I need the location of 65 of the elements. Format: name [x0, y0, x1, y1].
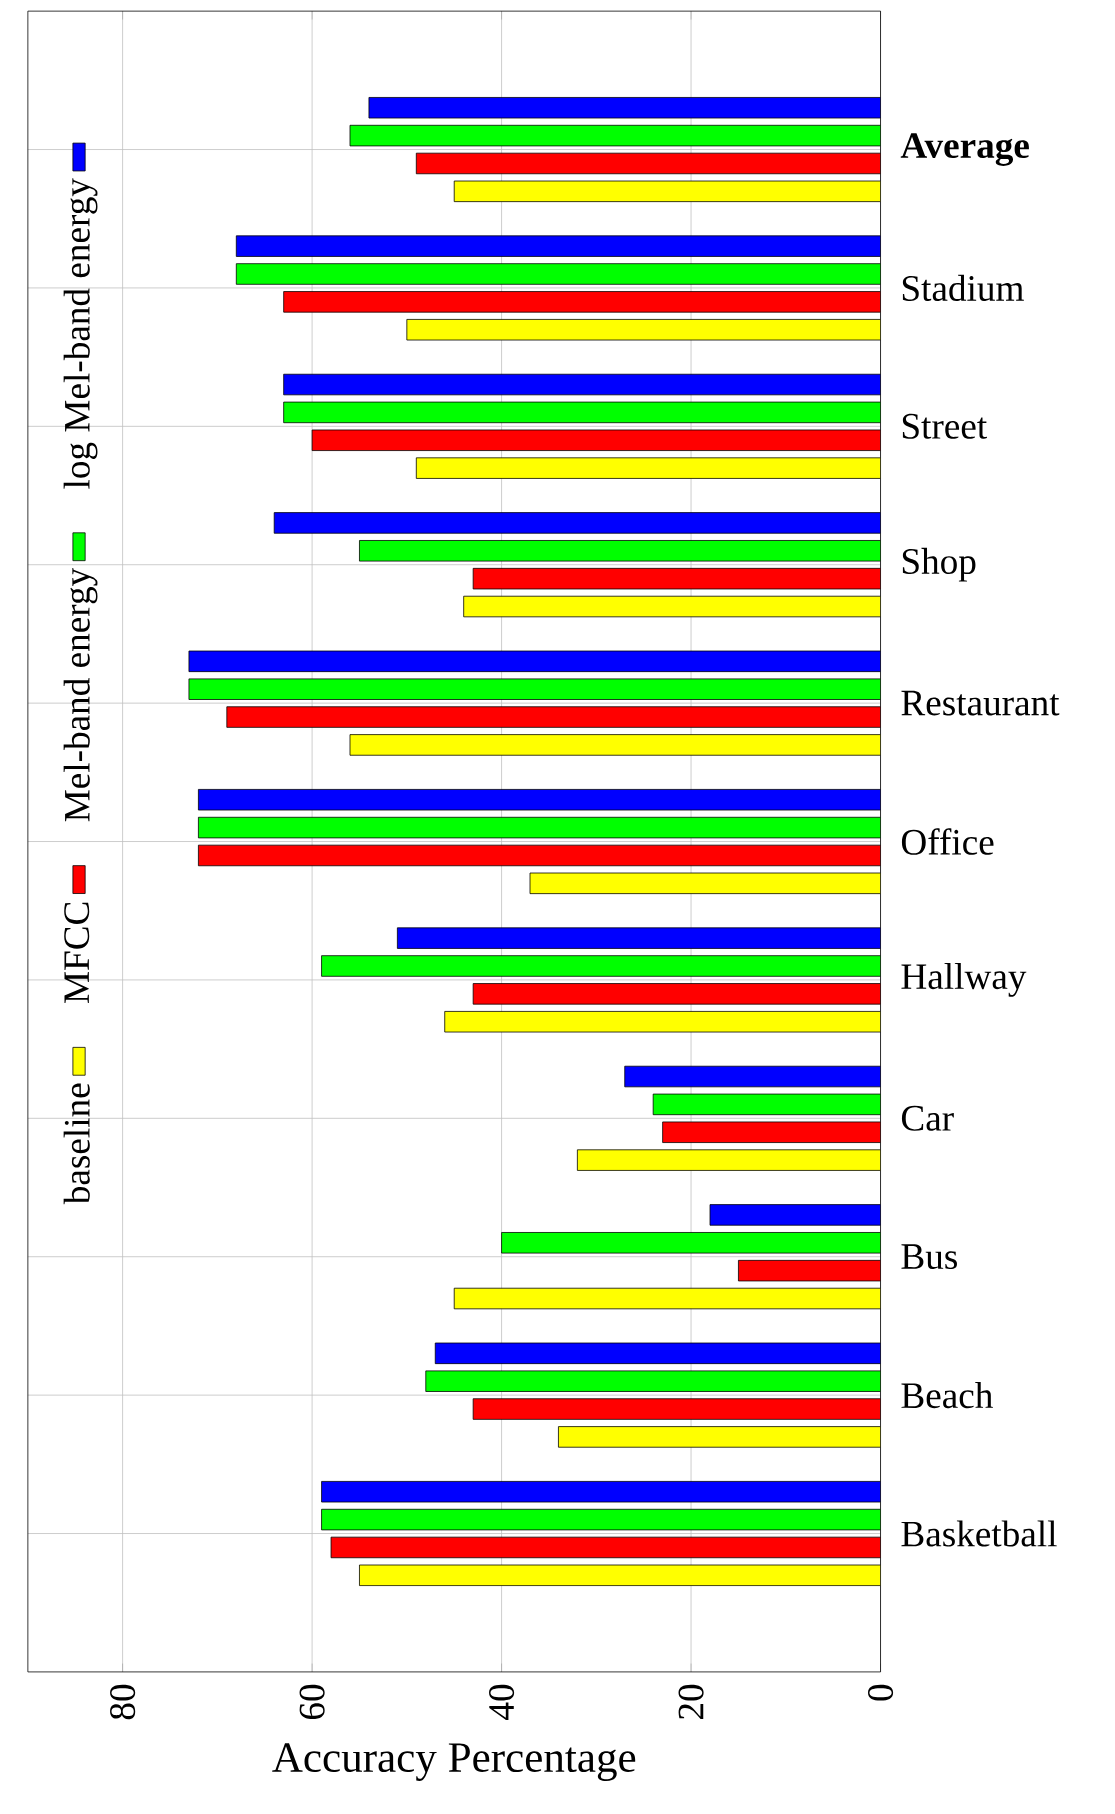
bar: [738, 1259, 881, 1282]
bar: [359, 540, 881, 562]
y-tick-label: Restaurant: [901, 690, 1060, 716]
bar: [321, 1481, 881, 1503]
bar: [349, 734, 881, 756]
bar: [416, 457, 881, 479]
bar: [624, 1065, 881, 1088]
legend-label: Mel-band energy: [63, 567, 98, 822]
bar: [454, 1287, 881, 1310]
bar: [444, 1011, 881, 1033]
bar: [226, 706, 881, 728]
bar: [349, 124, 881, 147]
bar: [529, 872, 881, 895]
bar: [368, 97, 881, 119]
bar: [321, 955, 881, 977]
y-tick-label: Car: [902, 1105, 954, 1131]
bar: [709, 1204, 881, 1226]
bar: [652, 1093, 881, 1116]
y-tick-label: Street: [903, 413, 988, 439]
bar: [188, 650, 881, 673]
bar: [274, 512, 881, 534]
x-tick-label: 40: [489, 1684, 515, 1720]
x-axis-title: Accuracy Percentage: [272, 1743, 636, 1781]
bar: [397, 927, 881, 949]
y-tick-label: Shop: [903, 547, 976, 582]
bar: [558, 1426, 881, 1448]
bar: [406, 319, 881, 341]
bar: [198, 844, 881, 867]
bar: [425, 1370, 881, 1392]
bar: [236, 263, 881, 285]
bar: [662, 1121, 881, 1143]
bar: [283, 373, 881, 396]
bar: [330, 1536, 881, 1559]
bar: [198, 816, 881, 839]
y-tick-label: Office: [902, 828, 994, 855]
y-tick-label: Average: [900, 133, 1030, 166]
legend-label: baseline: [63, 1083, 90, 1205]
bar: [472, 567, 881, 590]
bar: [359, 1564, 881, 1587]
bar: [321, 1508, 881, 1531]
y-tick-label: Hallway: [901, 963, 1027, 997]
y-tick-label: Stadium: [903, 274, 1025, 302]
legend-label: MFCC: [64, 902, 90, 1003]
bar: [188, 678, 881, 700]
bar: [463, 595, 881, 618]
y-tick-label: Bus: [901, 1244, 958, 1270]
bar: [472, 983, 881, 1005]
bar: [501, 1232, 881, 1254]
bar: [198, 789, 881, 811]
bar: [236, 235, 881, 257]
bar: [311, 429, 881, 451]
bar: [283, 401, 881, 424]
x-tick-label: 20: [678, 1684, 704, 1719]
legend-label: log Mel-band energy: [63, 178, 98, 489]
y-tick-label: Basketball: [901, 1520, 1057, 1547]
y-tick-label: Beach: [901, 1382, 994, 1409]
bar: [454, 180, 881, 203]
bar: [283, 291, 881, 313]
bar: [472, 1398, 881, 1420]
bar: [435, 1342, 881, 1365]
x-tick-label: 80: [110, 1684, 136, 1720]
bar: [577, 1149, 881, 1171]
x-tick-label: 60: [299, 1684, 325, 1720]
bar: [416, 152, 881, 175]
x-tick-label: 0: [868, 1684, 894, 1701]
